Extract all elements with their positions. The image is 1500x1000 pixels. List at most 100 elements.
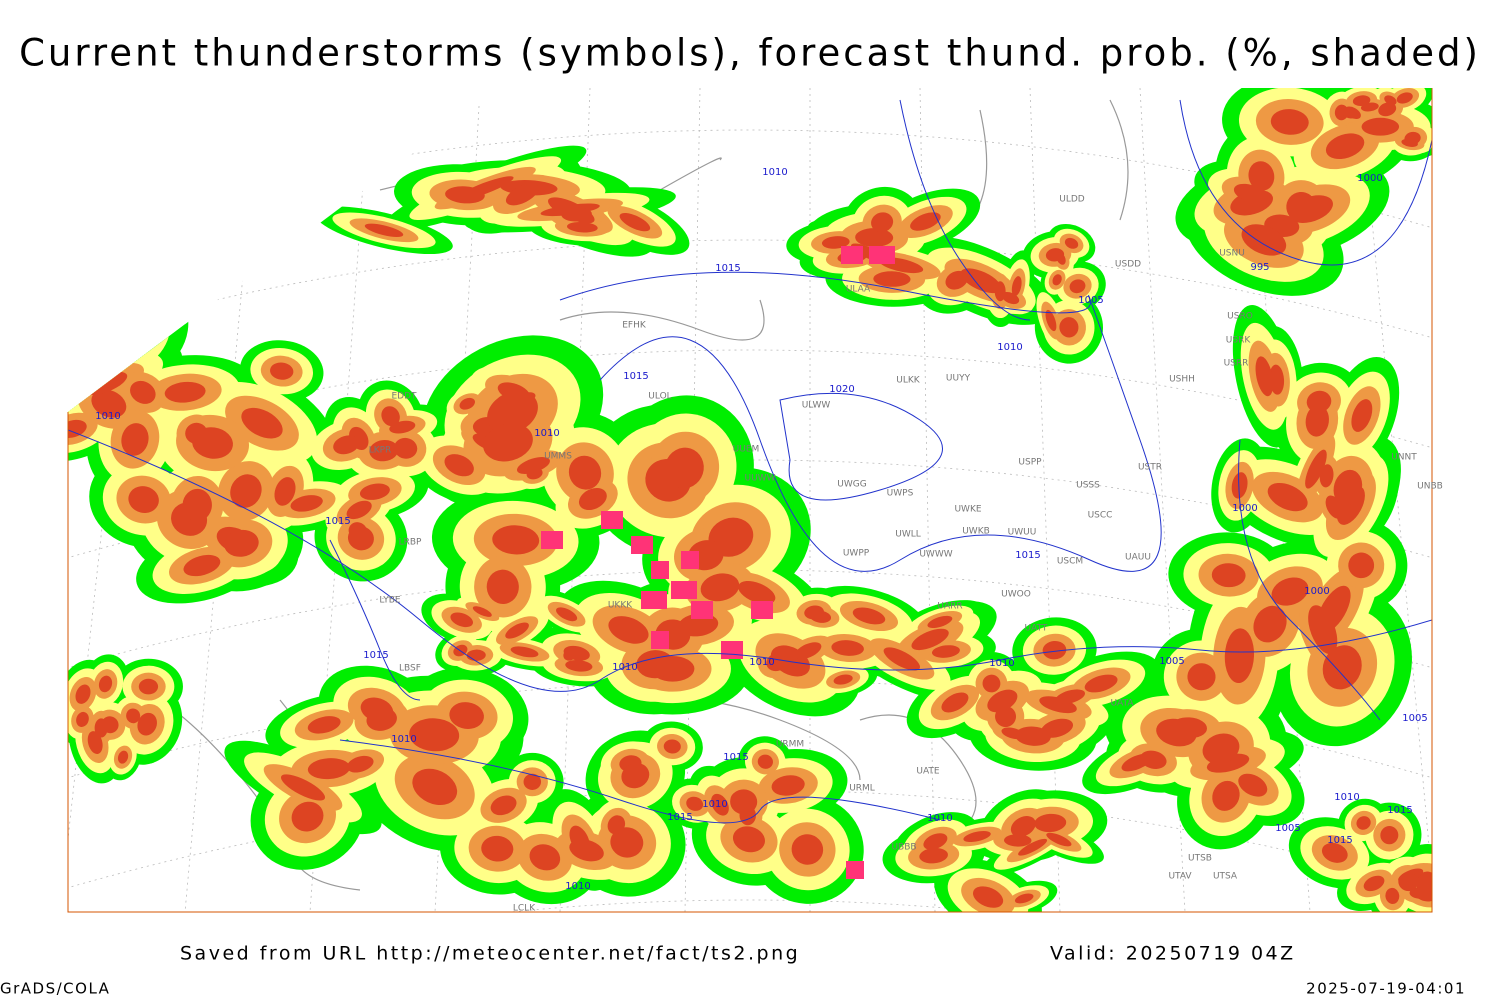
probability-area: [483, 423, 533, 462]
station-label: USDD: [1115, 260, 1141, 270]
probability-area: [1271, 577, 1309, 606]
probability-area: [1010, 816, 1036, 837]
probability-area: [1319, 464, 1334, 488]
isobar-label: 1015: [623, 371, 648, 382]
probability-area: [771, 775, 805, 796]
isobar-label: 1010: [989, 658, 1014, 669]
station-label: UAUU: [1125, 553, 1151, 563]
isobar-label: 1010: [702, 799, 727, 810]
probability-area: [732, 826, 765, 853]
isobar-label: 1010: [612, 662, 637, 673]
isobar: [899, 99, 1031, 321]
probability-area: [804, 605, 824, 620]
station-label: UWKB: [962, 527, 990, 537]
probability-area: [1011, 276, 1022, 297]
isobar-label: 1005: [1159, 656, 1184, 667]
station-label: UKKK: [608, 601, 633, 611]
station-label: UNNT: [1391, 453, 1417, 463]
probability-area: [492, 525, 540, 555]
station-label: EFHK: [622, 321, 647, 331]
station-label: UWKE: [954, 505, 981, 515]
probability-area: [346, 500, 372, 520]
probability-area: [529, 844, 561, 871]
probability-area: [711, 793, 729, 816]
thunderstorm-symbol: [651, 631, 669, 649]
isobar-label: 1015: [1327, 835, 1352, 846]
isobar: [1238, 439, 1381, 721]
station-label: UUWW: [745, 474, 776, 484]
isobar-label: 1020: [829, 384, 854, 395]
station-label: UWGG: [837, 480, 866, 490]
probability-area: [444, 454, 474, 477]
probability-area: [568, 455, 602, 490]
isobar-label: 1010: [391, 734, 416, 745]
probability-area: [686, 796, 704, 811]
probability-area: [1046, 832, 1072, 847]
probability-area: [608, 616, 649, 644]
station-label: UWWW: [919, 550, 952, 560]
probability-area: [1305, 404, 1329, 437]
isobar-label: 1015: [363, 650, 388, 661]
probability-area: [490, 795, 517, 816]
probability-area: [1034, 813, 1067, 833]
probability-area: [1384, 95, 1397, 106]
station-label: ULKK: [896, 376, 921, 386]
thunderstorm-symbol: [541, 531, 563, 549]
probability-area: [412, 768, 458, 806]
probability-area: [1356, 816, 1371, 830]
probability-area: [1248, 161, 1275, 191]
probability-area: [1253, 605, 1287, 643]
probability-area: [831, 640, 864, 656]
station-label: USHH: [1169, 375, 1195, 385]
probability-area: [852, 607, 886, 625]
isobar-label: 1010: [762, 167, 787, 178]
station-label: USRR: [1224, 359, 1249, 369]
isobar-label: 1015: [715, 263, 740, 274]
probability-area: [1045, 248, 1065, 262]
probability-area: [360, 697, 394, 723]
probability-area: [1233, 183, 1265, 203]
probability-area: [505, 622, 529, 639]
isobar-label: 1010: [565, 881, 590, 892]
thunderstorm-symbol: [691, 601, 713, 619]
station-label: UATE: [916, 767, 940, 777]
isobar: [559, 271, 1162, 572]
probability-area: [1241, 224, 1287, 256]
probability-area: [192, 427, 233, 459]
probability-area: [481, 835, 514, 862]
probability-area: [126, 708, 141, 724]
probability-area: [1231, 472, 1248, 499]
probability-area: [873, 271, 911, 287]
probability-area: [1045, 309, 1057, 332]
station-label: USRK: [1226, 336, 1252, 346]
thunderstorm-symbol: [751, 601, 773, 619]
probability-area: [972, 886, 1004, 908]
probability-area: [1398, 872, 1419, 892]
isobar-label: 1000: [1232, 503, 1257, 514]
probability-area: [566, 221, 598, 233]
probability-area: [563, 645, 590, 661]
probability-area: [565, 660, 593, 672]
probability-area: [982, 674, 1001, 693]
probability-area: [919, 847, 948, 864]
station-label: ULOL: [648, 392, 671, 402]
map-frame: [67, 88, 1433, 913]
isobar: [1179, 99, 1432, 266]
probability-area: [700, 573, 740, 602]
probability-area: [505, 183, 539, 206]
probability-area: [1055, 689, 1086, 705]
station-label: UMMS: [544, 452, 572, 462]
probability-area: [911, 628, 949, 651]
probability-area: [389, 420, 416, 434]
station-label: USCC: [1088, 511, 1113, 521]
probability-area: [409, 718, 460, 752]
station-label: ULAA: [846, 285, 871, 295]
isobar-label: 1010: [1334, 792, 1359, 803]
probability-area: [1404, 131, 1421, 145]
thunderstorm-symbol: [681, 551, 699, 569]
probability-area: [1004, 834, 1032, 847]
probability-area: [1363, 875, 1385, 892]
probability-area: [556, 607, 578, 622]
probability-area: [1015, 726, 1051, 746]
probability-area: [137, 712, 157, 736]
